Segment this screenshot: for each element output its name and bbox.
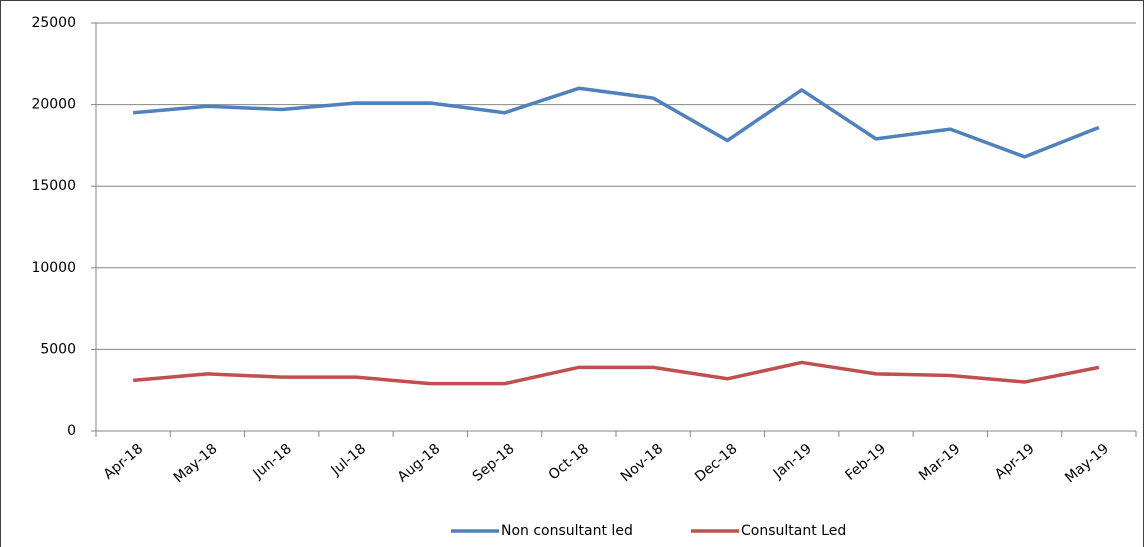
legend-label: Consultant Led	[741, 523, 846, 539]
y-tick-label: 15000	[31, 178, 76, 194]
y-tick-label: 0	[67, 423, 76, 439]
legend-label: Non consultant led	[501, 523, 633, 539]
y-tick-label: 5000	[40, 341, 76, 357]
y-tick-label: 20000	[31, 97, 76, 113]
series-line	[132, 86, 1100, 159]
series-line	[132, 360, 1100, 386]
y-tick-label: 25000	[31, 15, 76, 31]
y-tick-label: 10000	[31, 260, 76, 276]
